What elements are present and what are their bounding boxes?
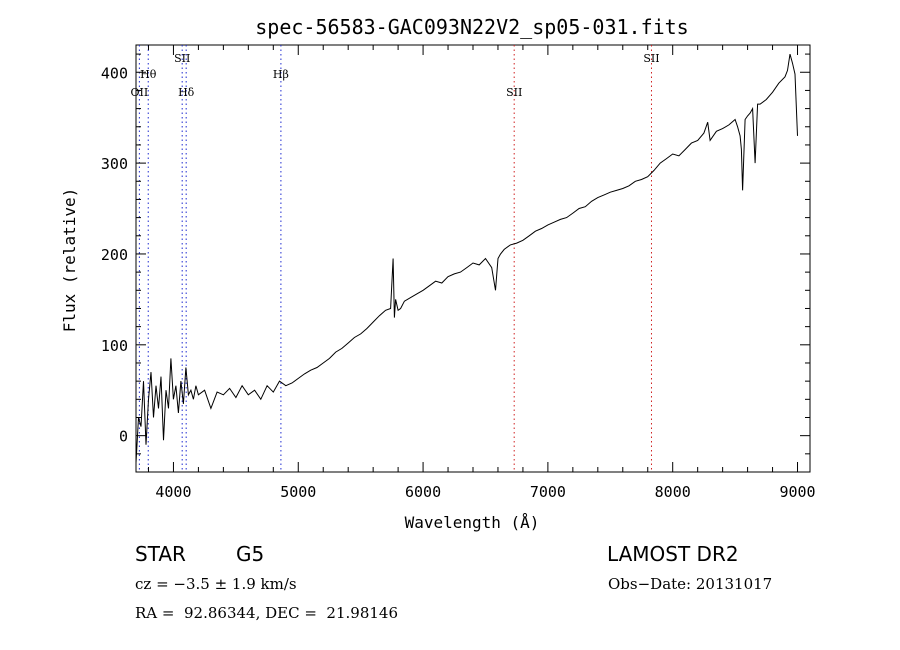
spectral-line-label: Hδ bbox=[178, 86, 195, 99]
coordinates-label: RA = 92.86344, DEC = 21.98146 bbox=[135, 604, 399, 622]
x-axis-label: Wavelength (Å) bbox=[405, 513, 540, 532]
object-type-label: STAR bbox=[135, 542, 186, 566]
spectral-line-label: SII bbox=[174, 52, 190, 65]
spectrum-series-line bbox=[135, 53, 798, 463]
y-tick-label: 0 bbox=[119, 428, 128, 446]
spectral-line-label: OII bbox=[131, 86, 149, 99]
spectral-line-label: Hβ bbox=[273, 68, 289, 81]
velocity-label: cz = −3.5 ± 1.9 km/s bbox=[135, 575, 297, 593]
subclass-label: G5 bbox=[236, 542, 265, 566]
x-tick-label: 7000 bbox=[530, 483, 566, 501]
x-tick-label: 9000 bbox=[779, 483, 815, 501]
y-tick-label: 400 bbox=[101, 64, 128, 82]
spectral-line-label: Hθ bbox=[140, 68, 157, 81]
y-tick-label: 100 bbox=[101, 337, 128, 355]
x-tick-label: 8000 bbox=[655, 483, 691, 501]
spectral-line-label: SII bbox=[506, 86, 522, 99]
y-tick-label: 300 bbox=[101, 155, 128, 173]
x-tick-label: 5000 bbox=[280, 483, 316, 501]
y-tick-label: 200 bbox=[101, 246, 128, 264]
obs-date-label: Obs−Date: 20131017 bbox=[608, 575, 773, 593]
x-tick-label: 4000 bbox=[155, 483, 191, 501]
spectral-line-label: SII bbox=[643, 52, 659, 65]
survey-label: LAMOST DR2 bbox=[607, 542, 739, 566]
x-tick-label: 6000 bbox=[405, 483, 441, 501]
plot-frame bbox=[135, 44, 811, 473]
y-axis-label: Flux (relative) bbox=[60, 188, 79, 333]
chart-title: spec-56583-GAC093N22V2_sp05-031.fits bbox=[255, 15, 688, 39]
